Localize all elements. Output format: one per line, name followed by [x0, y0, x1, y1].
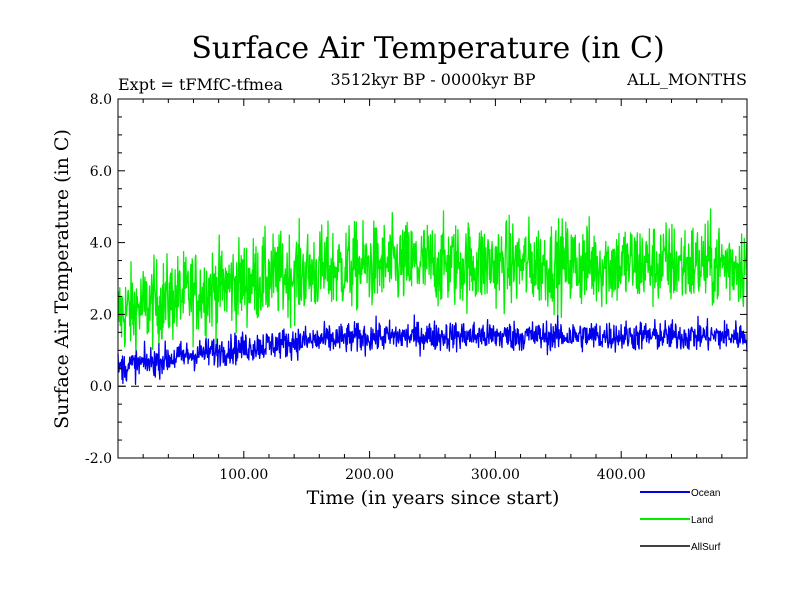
series-layer [117, 208, 748, 385]
x-tick-label: 300.00 [471, 467, 520, 483]
series-line-ocean [117, 314, 748, 385]
y-tick-label: 4.0 [90, 236, 112, 252]
x-tick-label: 400.00 [597, 467, 646, 483]
experiment-label: Expt = tFMfC-tfmea [118, 75, 283, 94]
months-label: ALL_MONTHS [626, 70, 747, 89]
y-axis-label: Surface Air Temperature (in C) [51, 129, 73, 429]
x-tick-label: 100.00 [219, 467, 268, 483]
x-tick-label: 200.00 [345, 467, 394, 483]
chart-title: Surface Air Temperature (in C) [191, 31, 664, 66]
legend-label-land: Land [691, 515, 713, 526]
series-line-land [117, 208, 748, 366]
y-tick-label: 2.0 [90, 307, 112, 323]
legend: Ocean Land AllSurf [640, 488, 721, 553]
y-tick-label: -2.0 [85, 451, 112, 467]
plot-frame [117, 98, 748, 459]
legend-label-allsurf: AllSurf [691, 542, 721, 553]
y-tick-label: 8.0 [90, 92, 112, 108]
x-axis-label: Time (in years since start) [307, 487, 560, 509]
y-tick-label: 0.0 [90, 379, 112, 395]
y-tick-label: 6.0 [90, 164, 112, 180]
time-range-label: 3512kyr BP - 0000kyr BP [331, 70, 536, 89]
legend-label-ocean: Ocean [691, 488, 720, 499]
